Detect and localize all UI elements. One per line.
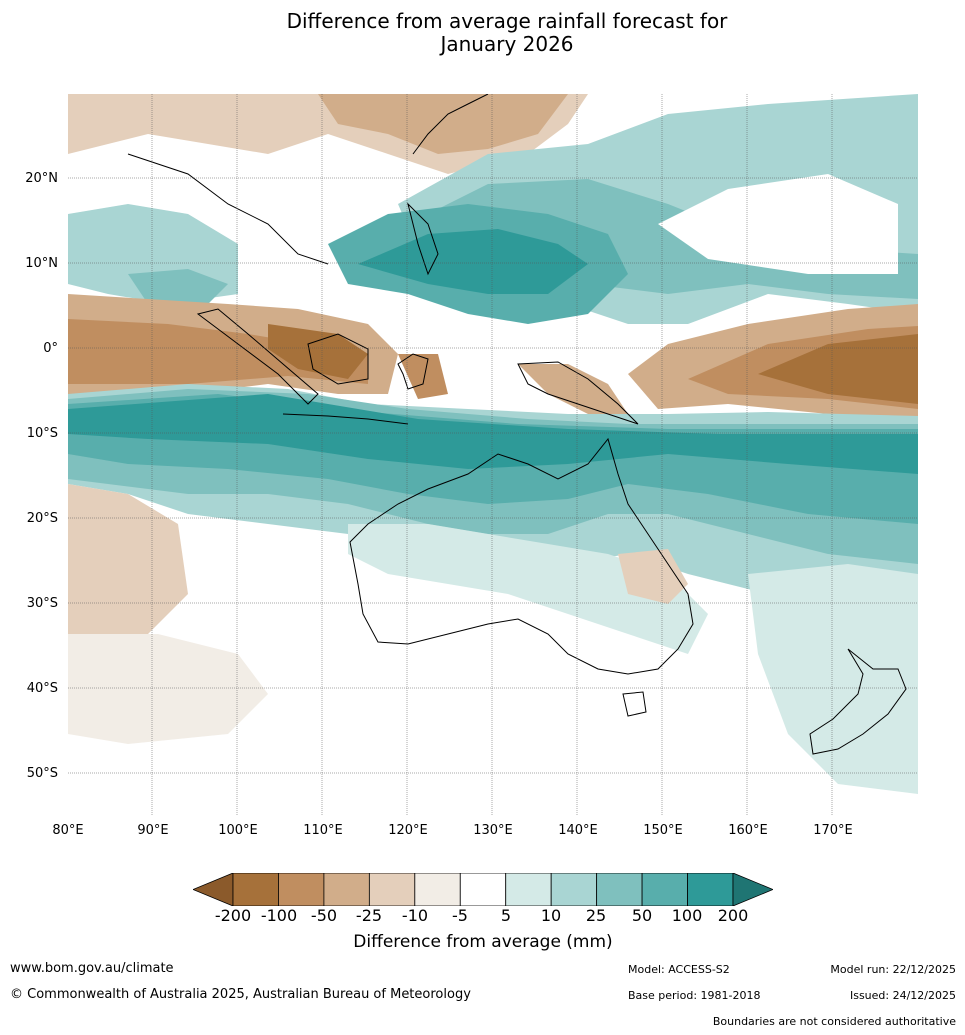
lon-label-170e: 170°E bbox=[813, 823, 853, 838]
lat-label-0: 0° bbox=[43, 341, 58, 356]
issued-text: Issued: 24/12/2025 bbox=[849, 989, 956, 1002]
lon-label-130e: 130°E bbox=[473, 823, 513, 838]
anomaly-australia-se-dry bbox=[618, 549, 688, 604]
lon-label-120e: 120°E bbox=[388, 823, 428, 838]
anomaly-io-north-wet-2 bbox=[128, 269, 228, 304]
anomaly-philippines-core bbox=[358, 229, 588, 294]
colorbar-cell bbox=[368, 873, 416, 906]
colorbar-cells bbox=[232, 873, 734, 906]
anomaly-nz-wet bbox=[748, 564, 918, 794]
colorbar-tick: 100 bbox=[671, 906, 703, 925]
base-period-text: Base period: 1981-2018 bbox=[628, 989, 761, 1002]
colorbar-cell bbox=[278, 873, 325, 906]
colorbar-tick: -200 bbox=[214, 906, 252, 925]
lat-label-10s: 10°S bbox=[26, 426, 58, 441]
colorbar-cell bbox=[641, 873, 688, 906]
colorbar-cell bbox=[505, 873, 552, 906]
anomaly-sio-dry-light bbox=[68, 634, 268, 744]
lat-label-30s: 30°S bbox=[26, 596, 58, 611]
lon-label-140e: 140°E bbox=[558, 823, 598, 838]
colorbar-high-extend bbox=[732, 873, 773, 906]
colorbar-tick: -25 bbox=[355, 906, 383, 925]
title-line-2: January 2026 bbox=[440, 32, 574, 56]
colorbar-tick: 200 bbox=[717, 906, 749, 925]
anomaly-borneo-dry bbox=[268, 324, 368, 379]
lat-label-20n: 20°N bbox=[25, 171, 58, 186]
colorbar-low-extend bbox=[193, 873, 234, 906]
colorbar-tick: -100 bbox=[260, 906, 298, 925]
anomaly-southern-tropics-wet-core bbox=[68, 394, 918, 474]
colorbar-cell bbox=[232, 873, 279, 906]
lon-label-90e: 90°E bbox=[137, 823, 169, 838]
model-text: Model: ACCESS-S2 bbox=[628, 963, 730, 976]
lat-label-20s: 20°S bbox=[26, 511, 58, 526]
model-run-text: Model run: 22/12/2025 bbox=[830, 963, 956, 976]
lat-label-40s: 40°S bbox=[26, 681, 58, 696]
rainfall-map bbox=[68, 94, 918, 816]
lon-label-110e: 110°E bbox=[303, 823, 343, 838]
anomaly-australia-wet bbox=[348, 524, 708, 654]
boundary-disclaimer: Boundaries are not considered authoritat… bbox=[712, 1015, 956, 1028]
anomaly-eq-east-dry-core bbox=[758, 334, 918, 404]
graticule bbox=[68, 94, 918, 816]
lat-label-10n: 10°N bbox=[25, 256, 58, 271]
colorbar-cell bbox=[323, 873, 370, 906]
title-line-1: Difference from average rainfall forecas… bbox=[286, 9, 728, 33]
colorbar bbox=[193, 873, 773, 906]
colorbar-cell bbox=[459, 873, 507, 906]
colorbar-tick: 50 bbox=[631, 906, 653, 925]
lon-label-100e: 100°E bbox=[218, 823, 258, 838]
anomaly-sulawesi-dry bbox=[398, 354, 448, 399]
copyright-text: © Commonwealth of Australia 2025, Austra… bbox=[10, 987, 471, 1002]
anomaly-sio-dry bbox=[68, 484, 188, 634]
colorbar-tick: -5 bbox=[452, 906, 468, 925]
colorbar-tick: 25 bbox=[585, 906, 607, 925]
lon-label-80e: 80°E bbox=[52, 823, 84, 838]
lon-label-150e: 150°E bbox=[643, 823, 683, 838]
website-link[interactable]: www.bom.gov.au/climate bbox=[10, 961, 174, 976]
anomaly-pac-neutral bbox=[658, 174, 898, 274]
anomaly-north-dry-core bbox=[318, 94, 568, 154]
lon-label-160e: 160°E bbox=[728, 823, 768, 838]
lat-label-50s: 50°S bbox=[26, 766, 58, 781]
colorbar-tick: -50 bbox=[310, 906, 338, 925]
colorbar-cell bbox=[550, 873, 598, 906]
colorbar-tick: 5 bbox=[500, 906, 512, 925]
colorbar-cell bbox=[687, 873, 734, 906]
colorbar-cell bbox=[596, 873, 643, 906]
colorbar-label: Difference from average (mm) bbox=[353, 932, 613, 952]
anomaly-png-dry bbox=[518, 364, 628, 414]
colorbar-tick: 10 bbox=[540, 906, 562, 925]
chart-title: Difference from average rainfall forecas… bbox=[0, 10, 965, 56]
colorbar-cell bbox=[414, 873, 461, 906]
coastlines bbox=[127, 94, 907, 755]
anomaly-eq-west-dry-2 bbox=[68, 319, 368, 384]
colorbar-tick: -10 bbox=[401, 906, 429, 925]
